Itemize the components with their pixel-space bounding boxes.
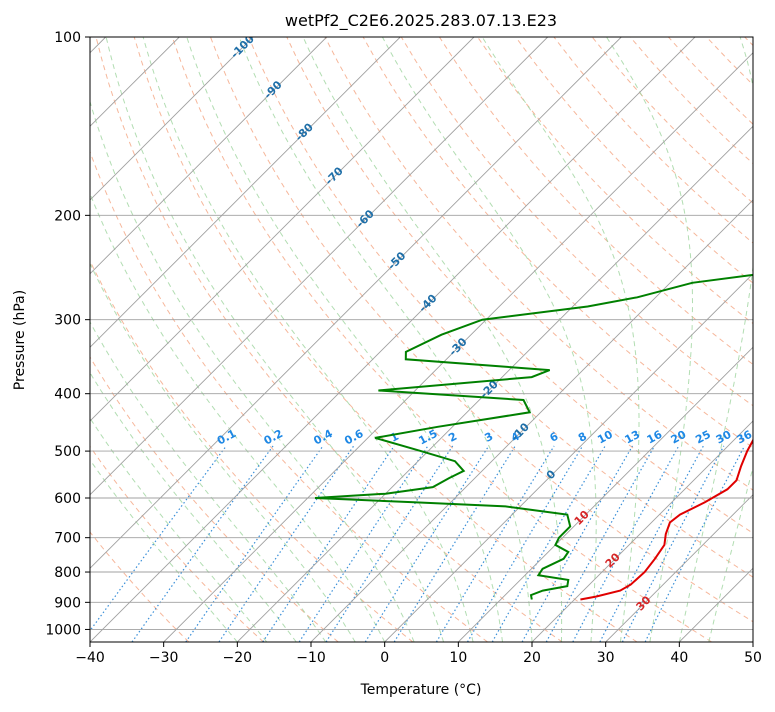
y-tick-label: 100	[54, 30, 81, 46]
y-tick-label: 400	[54, 387, 81, 403]
x-tick-label: −10	[296, 650, 326, 666]
x-tick-label: 30	[597, 650, 615, 666]
y-tick-label: 800	[54, 565, 81, 581]
y-tick-label: 1000	[45, 622, 81, 638]
y-tick-label: 600	[54, 491, 81, 507]
x-tick-label: 40	[670, 650, 688, 666]
x-tick-label: 0	[380, 650, 389, 666]
chart-title: wetPf2_C2E6.2025.283.07.13.E23	[285, 11, 557, 31]
y-axis-label: Pressure (hPa)	[12, 290, 28, 390]
y-tick-label: 900	[54, 595, 81, 611]
y-tick-label: 300	[54, 313, 81, 329]
x-tick-label: −40	[75, 650, 105, 666]
x-tick-label: 10	[449, 650, 467, 666]
x-tick-label: −30	[149, 650, 179, 666]
x-axis-label: Temperature (°C)	[360, 682, 482, 698]
x-tick-label: −20	[223, 650, 253, 666]
x-tick-label: 50	[744, 650, 762, 666]
y-tick-label: 500	[54, 444, 81, 460]
x-tick-label: 20	[523, 650, 541, 666]
y-tick-label: 200	[54, 208, 81, 224]
y-tick-label: 700	[54, 531, 81, 547]
